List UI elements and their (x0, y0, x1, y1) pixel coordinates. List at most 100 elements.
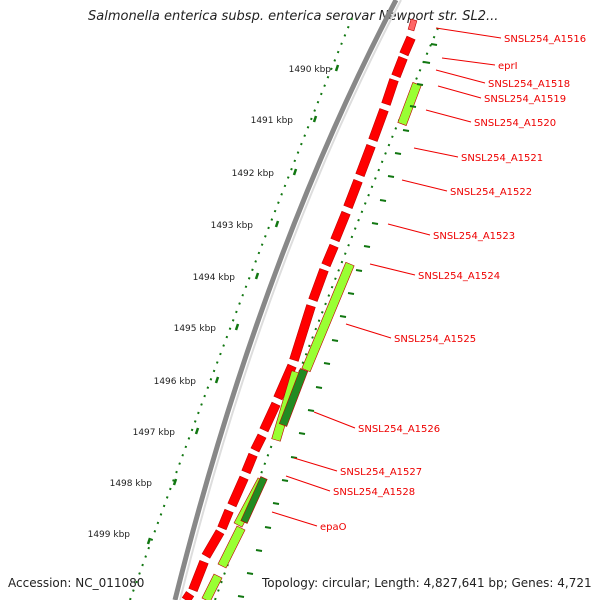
scale-tick (264, 526, 272, 529)
cds-block (321, 243, 339, 268)
label-leader (441, 57, 496, 66)
label-leader (435, 69, 486, 84)
label-leader (369, 263, 416, 276)
scale-tick (355, 269, 363, 272)
tick-label: 1493 kbp (211, 221, 254, 231)
scale-tick (409, 105, 417, 108)
gene-label[interactable]: SNSL254_A1524 (418, 271, 500, 282)
cds-block (381, 78, 399, 106)
scale-tick (237, 595, 245, 598)
tick-mark (234, 323, 240, 331)
cds-block (407, 18, 418, 32)
backbone-arc (172, 0, 399, 600)
cds-block (217, 508, 234, 531)
gene-label[interactable]: SNSL254_A1519 (484, 94, 566, 105)
backbone-highlight (179, 0, 402, 600)
cds-block (368, 108, 389, 142)
scale-tick (379, 199, 387, 202)
tick-label: 1498 kbp (110, 479, 153, 489)
gene-label[interactable]: SNSL254_A1521 (461, 153, 543, 164)
tick-label: 1497 kbp (133, 428, 176, 438)
gene-label[interactable]: SNSL254_A1518 (488, 79, 570, 90)
scale-tick (272, 502, 280, 505)
accession-text: Accession: NC_011080 (8, 576, 145, 590)
label-leader (413, 147, 459, 158)
scale-tick (430, 43, 438, 46)
label-leader (387, 223, 431, 236)
scale-tick (307, 409, 315, 412)
tick-label: 1490 kbp (289, 65, 332, 75)
cds-block (259, 401, 281, 433)
scale-tick (394, 152, 402, 155)
label-leader (345, 323, 392, 339)
label-leader (293, 457, 338, 472)
cds-block (227, 475, 249, 508)
scale-tick (416, 83, 424, 86)
scale-tick (290, 456, 298, 459)
gene-block-light (201, 573, 223, 600)
scale-tick (387, 175, 395, 178)
cds-block (355, 144, 376, 177)
cds-block (330, 210, 351, 243)
tick-label: 1499 kbp (88, 530, 131, 540)
scale-tick (339, 315, 347, 318)
gene-label[interactable]: SNSL254_A1527 (340, 467, 422, 478)
genome-summary: Topology: circular; Length: 4,827,641 bp… (262, 576, 592, 590)
gene-label[interactable]: SNSL254_A1525 (394, 334, 476, 345)
gene-label[interactable]: SNSL254_A1526 (358, 424, 440, 435)
scale-tick (371, 222, 379, 225)
tick-mark (312, 115, 318, 123)
gene-labels: SNSL254_A1516 eprI SNSL254_A1518 SNSL254_A1… (271, 27, 586, 533)
tick-mark (334, 64, 340, 72)
tick-mark (172, 478, 178, 486)
tick-mark (254, 272, 260, 280)
scale-tick (323, 362, 331, 365)
gene-label[interactable]: SNSL254_A1523 (433, 231, 515, 242)
gene-block-light (301, 261, 355, 373)
scale-tick (331, 339, 339, 342)
scale-tick (363, 245, 371, 248)
label-leader (425, 109, 472, 123)
label-leader (437, 85, 482, 99)
label-leader (313, 411, 356, 429)
scale-tick (347, 292, 355, 295)
gene-label[interactable]: epaO (320, 522, 347, 533)
scale-tick (315, 386, 323, 389)
inner-dotted-scale (129, 17, 353, 600)
tick-mark (214, 376, 220, 384)
gene-label[interactable]: SNSL254_A1520 (474, 118, 556, 129)
scale-tick (246, 572, 254, 575)
cds-block (188, 559, 209, 593)
cds-block (273, 363, 297, 401)
cds-block (308, 268, 329, 302)
scale-tick (255, 549, 263, 552)
gene-label[interactable]: SNSL254_A1522 (450, 187, 532, 198)
cds-block (201, 529, 225, 559)
kbp-ticks: 1490 kbp 1491 kbp 1492 kbp 1493 kbp 1494 kbp… (88, 43, 438, 598)
tick-label: 1495 kbp (174, 324, 217, 334)
gene-label[interactable]: SNSL254_A1516 (504, 34, 586, 45)
label-leader (435, 27, 502, 39)
gene-block-dark (278, 368, 309, 427)
tick-label: 1496 kbp (154, 377, 197, 387)
label-leader (285, 475, 331, 492)
cds-block (241, 452, 258, 475)
scale-tick (281, 479, 289, 482)
tick-mark (146, 537, 152, 545)
tick-label: 1494 kbp (193, 273, 236, 283)
gene-block-dark (240, 476, 268, 524)
cds-block (250, 433, 267, 453)
tick-mark (274, 220, 280, 228)
gene-label[interactable]: SNSL254_A1528 (333, 487, 415, 498)
tick-label: 1491 kbp (251, 116, 294, 126)
cds-block (289, 304, 316, 362)
scale-tick (298, 432, 306, 435)
genome-title: Salmonella enterica subsp. enterica sero… (88, 9, 499, 24)
gene-label[interactable]: eprI (498, 61, 518, 72)
cds-block (391, 55, 408, 79)
feature-track (181, 18, 422, 600)
cds-block (181, 591, 195, 600)
scale-tick (402, 129, 410, 132)
tick-mark (292, 168, 298, 176)
